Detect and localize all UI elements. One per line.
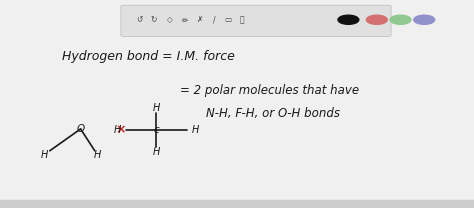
Text: c: c <box>154 125 159 135</box>
Text: H: H <box>113 125 121 135</box>
FancyBboxPatch shape <box>121 5 391 36</box>
Text: ◇: ◇ <box>167 15 173 24</box>
Text: /: / <box>213 15 216 24</box>
Text: Hydrogen bond = I.M. force: Hydrogen bond = I.M. force <box>62 50 235 63</box>
Text: H: H <box>192 125 200 135</box>
Circle shape <box>390 15 411 24</box>
Text: H: H <box>40 150 48 160</box>
Text: ×: × <box>116 124 126 136</box>
Text: ✏: ✏ <box>182 15 188 24</box>
Text: ↻: ↻ <box>151 15 157 24</box>
Bar <box>0 200 474 208</box>
Text: H: H <box>153 147 160 157</box>
Text: O: O <box>76 124 85 134</box>
Text: ▭: ▭ <box>224 15 231 24</box>
Circle shape <box>414 15 435 24</box>
Text: H: H <box>153 103 160 113</box>
Text: ⬜: ⬜ <box>239 15 244 24</box>
Text: = 2 polar molecules that have: = 2 polar molecules that have <box>180 84 359 97</box>
Text: ↺: ↺ <box>137 15 143 24</box>
Text: N-H, F-H, or O-H bonds: N-H, F-H, or O-H bonds <box>206 107 340 120</box>
Text: ✗: ✗ <box>196 15 202 24</box>
Circle shape <box>366 15 387 24</box>
Text: H: H <box>93 150 101 160</box>
Circle shape <box>338 15 359 24</box>
